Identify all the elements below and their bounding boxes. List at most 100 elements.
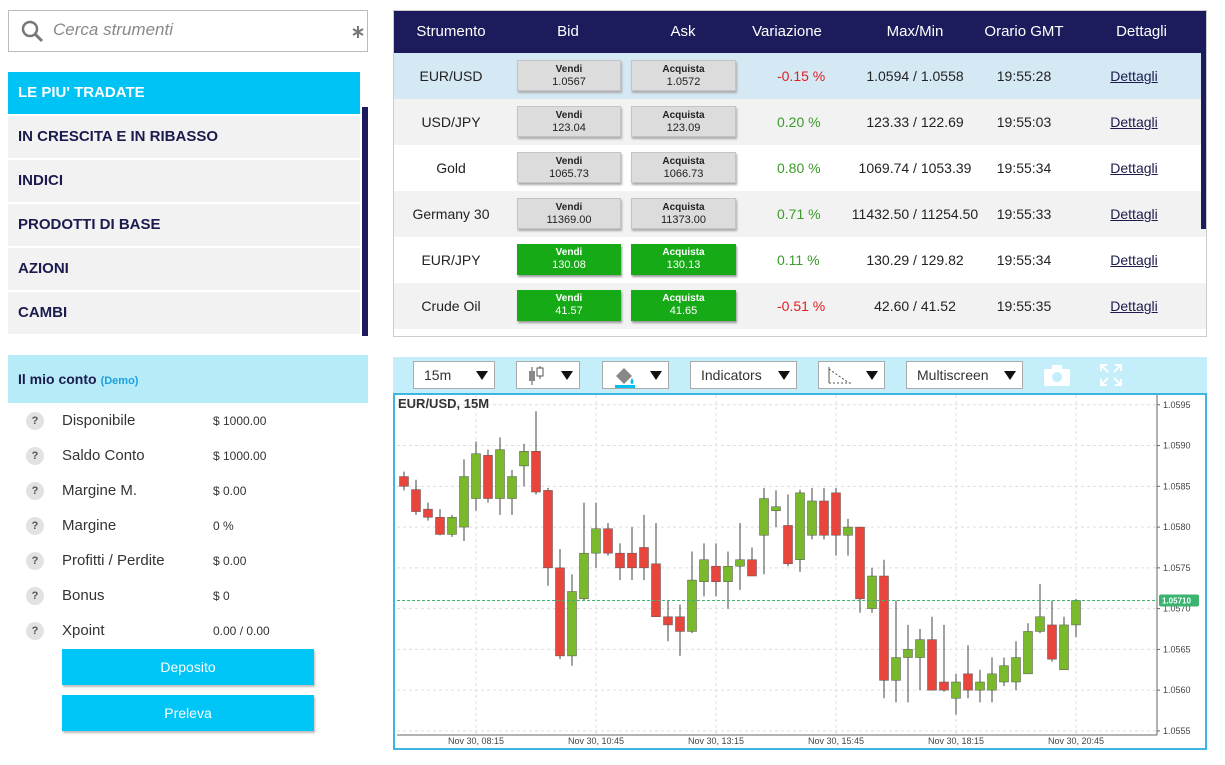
change: 0.80 % — [777, 160, 821, 176]
fullscreen-icon[interactable] — [1099, 363, 1123, 387]
candle-body — [615, 552, 625, 569]
time: 19:55:33 — [996, 206, 1052, 222]
details-link[interactable]: Dettagli — [1110, 68, 1158, 84]
column-header: Max/Min — [886, 23, 944, 40]
table-row: EUR/USD Vendi 1.0567 Acquista 1.0572 -0.15 % 1… — [394, 53, 1206, 99]
action-button[interactable]: Preleva — [62, 695, 314, 731]
menu-label: CAMBI — [18, 304, 68, 321]
account-label: Xpoint — [62, 622, 105, 639]
time: 19:55:34 — [996, 252, 1052, 268]
column-header: Bid — [557, 23, 579, 40]
asterisk-icon — [352, 26, 364, 38]
search-icon — [21, 20, 44, 43]
details-link[interactable]: Dettagli — [1110, 298, 1158, 314]
bid-button[interactable]: Vendi 1.0567 — [517, 60, 621, 91]
bid-button[interactable]: Vendi 11369.00 — [517, 198, 621, 229]
candle-body — [435, 517, 445, 535]
candle-body — [735, 559, 745, 567]
candle-body — [819, 500, 829, 536]
search-box[interactable]: Cerca strumenti — [8, 10, 368, 52]
last-price-label: 1.05710 — [1162, 596, 1191, 605]
scrollbar — [362, 107, 368, 336]
candle-body — [555, 567, 565, 657]
candle-body — [675, 616, 685, 632]
help-icon: ? — [26, 412, 44, 430]
ask-button[interactable]: Acquista 123.09 — [631, 106, 736, 137]
x-tick-label: Nov 30, 20:45 — [1048, 736, 1104, 746]
menu-label: INDICI — [18, 172, 63, 189]
candle-body — [423, 508, 433, 518]
ask-button[interactable]: Acquista 11373.00 — [631, 198, 736, 229]
menu-item[interactable]: CAMBI — [8, 292, 360, 334]
bid-button[interactable]: Vendi 130.08 — [517, 244, 621, 275]
candle-body — [723, 565, 733, 582]
quotes-table: Strumento Bid Ask Variazione Max/Min Orario G… — [393, 10, 1207, 337]
menu-item[interactable]: AZIONI — [8, 248, 360, 290]
instrument: Gold — [436, 160, 466, 176]
caret — [476, 371, 488, 380]
bid-price: 1.0567 — [552, 76, 586, 88]
candle-body — [867, 575, 877, 609]
multiscreen-dropdown[interactable]: Multiscreen — [906, 361, 1023, 389]
bid-button[interactable]: Vendi 1065.73 — [517, 152, 621, 183]
candle-body — [1047, 624, 1057, 660]
table-row: EUR/JPY Vendi 130.08 Acquista 130.13 0.11 % 13… — [394, 237, 1206, 283]
bid-label: Vendi — [555, 202, 583, 213]
ask-label: Acquista — [662, 156, 705, 167]
details-link[interactable]: Dettagli — [1110, 114, 1158, 130]
details-link[interactable]: Dettagli — [1110, 252, 1158, 268]
change: -0.15 % — [777, 68, 826, 84]
table-header: Strumento Bid Ask Variazione Max/Min Orario G… — [394, 11, 1206, 53]
candle-body — [1071, 600, 1081, 626]
account-value: 0 % — [213, 519, 234, 533]
interval-dropdown[interactable]: 15m — [413, 361, 495, 389]
menu-item[interactable]: LE PIU' TRADATE — [8, 72, 360, 114]
candle-body — [927, 639, 937, 691]
candle-body — [711, 565, 721, 582]
drawing-dropdown[interactable] — [818, 361, 885, 389]
account-panel: Il mio conto (Demo) ? Disponibile $ 1000.00… — [8, 355, 368, 750]
candle-body — [519, 451, 529, 467]
column-header: Dettagli — [1116, 23, 1167, 40]
account-row: ? Disponibile $ 1000.00 — [8, 406, 368, 436]
indicators-dropdown[interactable]: Indicators — [690, 361, 797, 389]
account-label: Bonus — [62, 587, 105, 604]
candle-body — [603, 528, 613, 554]
menu-item[interactable]: IN CRESCITA E IN RIBASSO — [8, 116, 360, 158]
account-row: ? Bonus $ 0 — [8, 581, 368, 611]
ask-price: 123.09 — [666, 122, 701, 134]
account-label: Disponibile — [62, 412, 136, 429]
instrument: EUR/JPY — [421, 252, 481, 268]
ask-label: Acquista — [662, 110, 705, 121]
color-dropdown[interactable] — [602, 361, 669, 389]
bid-price: 1065.73 — [549, 168, 589, 180]
ask-button[interactable]: Acquista 1066.73 — [631, 152, 736, 183]
time: 19:55:34 — [996, 160, 1052, 176]
candle-body — [1011, 657, 1021, 683]
bid-button[interactable]: Vendi 123.04 — [517, 106, 621, 137]
indicators: Indicators — [701, 367, 762, 383]
help-icon: ? — [26, 622, 44, 640]
candle-body — [999, 665, 1009, 683]
chart-type-dropdown[interactable] — [516, 361, 580, 389]
menu-item[interactable]: INDICI — [8, 160, 360, 202]
account-value: $ 1000.00 — [213, 449, 267, 463]
instrument: Crude Oil — [421, 298, 481, 314]
camera-icon[interactable] — [1043, 363, 1071, 387]
ask-button[interactable]: Acquista 1.0572 — [631, 60, 736, 91]
table-row: USD/JPY Vendi 123.04 Acquista 123.09 0.20 % 12… — [394, 99, 1206, 145]
bid-label: Vendi — [555, 293, 583, 304]
account-row: ? Margine M. $ 0.00 — [8, 476, 368, 506]
menu-item[interactable]: PRODOTTI DI BASE — [8, 204, 360, 246]
bid-button[interactable]: Vendi 41.57 — [517, 290, 621, 321]
y-tick-label: 1.0560 — [1163, 685, 1191, 695]
ask-button[interactable]: Acquista 130.13 — [631, 244, 736, 275]
candlestick-chart: 1.0555 1.0560 1.0565 1.0570 1.0575 1.0580 1.05… — [393, 393, 1207, 750]
account-header: Il mio conto (Demo) — [8, 355, 368, 403]
action-button[interactable]: Deposito — [62, 649, 314, 685]
details-link[interactable]: Dettagli — [1110, 160, 1158, 176]
menu-label: LE PIU' TRADATE — [18, 84, 145, 101]
ask-button[interactable]: Acquista 41.65 — [631, 290, 736, 321]
details-link[interactable]: Dettagli — [1110, 206, 1158, 222]
